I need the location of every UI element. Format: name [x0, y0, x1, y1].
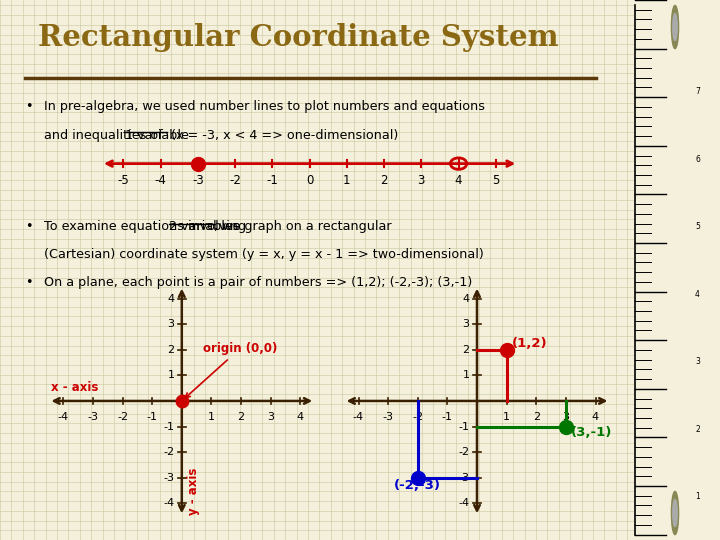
Text: 7: 7	[695, 87, 700, 96]
Text: (x = -3, x < 4 => one-dimensional): (x = -3, x < 4 => one-dimensional)	[166, 129, 398, 141]
Text: 1 variable: 1 variable	[125, 129, 189, 141]
Text: and inequalities of: and inequalities of	[45, 129, 167, 141]
Text: 1: 1	[503, 411, 510, 422]
Text: 1: 1	[167, 370, 174, 380]
Text: 4: 4	[455, 174, 462, 187]
Text: -5: -5	[117, 174, 130, 187]
Text: -4: -4	[459, 498, 469, 508]
Text: 1: 1	[462, 370, 469, 380]
Text: On a plane, each point is a pair of numbers => (1,2); (-2,-3); (3,-1): On a plane, each point is a pair of numb…	[45, 276, 472, 289]
Text: -1: -1	[442, 411, 453, 422]
Text: 2: 2	[238, 411, 245, 422]
Text: (1,2): (1,2)	[512, 337, 548, 350]
Text: , we graph on a rectangular: , we graph on a rectangular	[214, 220, 391, 233]
Text: -3: -3	[87, 411, 99, 422]
Text: -2: -2	[459, 447, 469, 457]
Text: 4: 4	[592, 411, 599, 422]
Text: 1: 1	[208, 411, 215, 422]
Text: -2: -2	[229, 174, 241, 187]
Text: 2: 2	[380, 174, 388, 187]
Text: 5: 5	[695, 222, 700, 231]
Text: •: •	[25, 276, 33, 289]
Text: -2: -2	[163, 447, 174, 457]
Text: -2: -2	[117, 411, 128, 422]
Text: 4: 4	[462, 294, 469, 303]
Circle shape	[672, 14, 678, 40]
Text: -3: -3	[192, 174, 204, 187]
Text: To examine equations involving: To examine equations involving	[45, 220, 251, 233]
Text: x - axis: x - axis	[51, 381, 99, 394]
Text: 2 variables: 2 variables	[169, 220, 240, 233]
Text: 3: 3	[418, 174, 425, 187]
Text: origin (0,0): origin (0,0)	[185, 342, 277, 398]
Text: -3: -3	[163, 472, 174, 483]
Text: 2: 2	[167, 345, 174, 355]
Text: -1: -1	[163, 422, 174, 431]
Text: 3: 3	[462, 319, 469, 329]
Text: 3: 3	[562, 411, 570, 422]
Text: 4: 4	[167, 294, 174, 303]
Text: -1: -1	[266, 174, 279, 187]
Text: -4: -4	[353, 411, 364, 422]
Text: 3: 3	[267, 411, 274, 422]
Text: 2: 2	[695, 425, 700, 434]
Text: 6: 6	[695, 155, 700, 164]
Text: -3: -3	[382, 411, 394, 422]
Text: 2: 2	[533, 411, 540, 422]
Text: y - axis: y - axis	[187, 468, 200, 515]
Text: •: •	[25, 100, 33, 113]
Circle shape	[671, 491, 679, 535]
Text: -3: -3	[459, 472, 469, 483]
Text: 5: 5	[492, 174, 500, 187]
Text: 4: 4	[297, 411, 304, 422]
Text: 1: 1	[695, 492, 700, 501]
Circle shape	[672, 500, 678, 526]
Text: (-2,-3): (-2,-3)	[395, 479, 441, 492]
Text: 3: 3	[167, 319, 174, 329]
Text: 3: 3	[695, 357, 700, 366]
Text: Rectangular Coordinate System: Rectangular Coordinate System	[37, 23, 558, 52]
Text: •: •	[25, 220, 33, 233]
Text: 1: 1	[343, 174, 351, 187]
Circle shape	[671, 5, 679, 49]
Text: -4: -4	[155, 174, 166, 187]
Text: (Cartesian) coordinate system (y = x, y = x - 1 => two-dimensional): (Cartesian) coordinate system (y = x, y …	[45, 248, 484, 261]
Text: -4: -4	[163, 498, 174, 508]
Text: -4: -4	[58, 411, 69, 422]
Text: -2: -2	[412, 411, 423, 422]
Text: (3,-1): (3,-1)	[571, 426, 613, 438]
Text: In pre-algebra, we used number lines to plot numbers and equations: In pre-algebra, we used number lines to …	[45, 100, 485, 113]
Text: -1: -1	[147, 411, 158, 422]
Text: 4: 4	[695, 290, 700, 299]
Text: 2: 2	[462, 345, 469, 355]
Text: -1: -1	[459, 422, 469, 431]
Text: 0: 0	[306, 174, 313, 187]
